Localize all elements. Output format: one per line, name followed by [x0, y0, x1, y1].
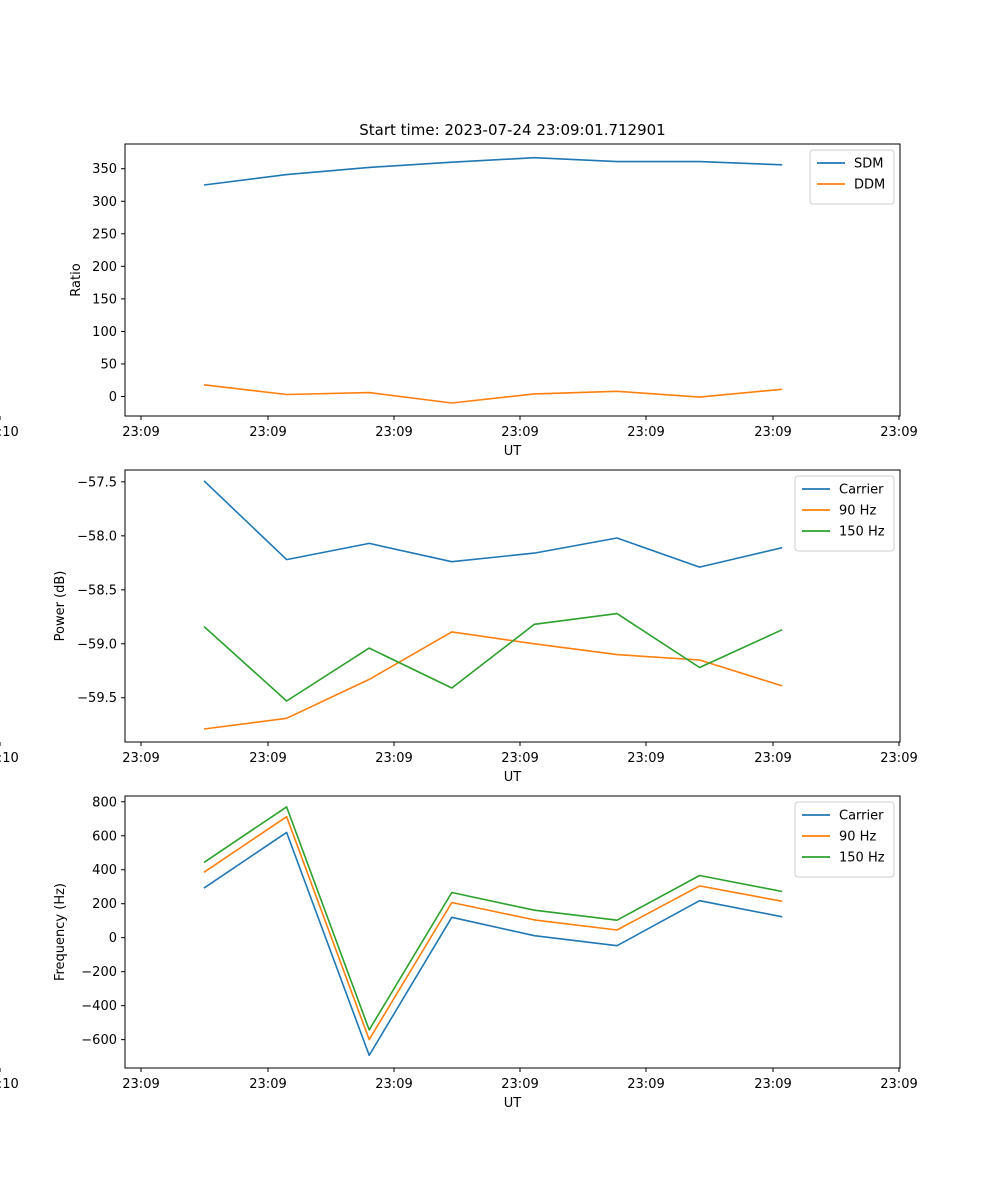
x-tick-label: 23:09: [754, 751, 791, 766]
x-tick-label: 23:09: [375, 1077, 412, 1092]
legend-label: Carrier: [839, 809, 884, 824]
x-tick-label: 23:09: [627, 425, 664, 440]
x-tick-label: 23:09: [122, 1077, 159, 1092]
x-tick-label: 23:09: [880, 751, 917, 766]
y-axis-label: Ratio: [69, 263, 84, 296]
axes-frame: [124, 143, 901, 417]
y-tick-label: −58.0: [77, 529, 117, 544]
x-tick-label: 23:10: [0, 751, 19, 766]
series-line-150-hz: [203, 806, 783, 1031]
y-tick-label: −59.0: [77, 637, 117, 652]
y-tick-label: −58.5: [77, 583, 117, 598]
y-tick-label: 0: [109, 390, 117, 405]
x-tick-label: 23:09: [501, 751, 538, 766]
y-axis-label: Frequency (Hz): [53, 883, 68, 981]
x-tick-label: 23:09: [627, 751, 664, 766]
legend-label: DDM: [854, 178, 885, 193]
x-axis-label: UT: [504, 1096, 522, 1111]
y-tick-label: 800: [92, 795, 117, 810]
y-axis-label: Power (dB): [53, 571, 68, 642]
y-tick-label: −57.5: [77, 475, 117, 490]
series-line-150-hz: [203, 612, 783, 702]
x-tick-label: 23:10: [0, 1077, 19, 1092]
x-tick-label: 23:09: [122, 751, 159, 766]
chart-panel-2: 23:09 23:09 23:09 23:09 23:09 23:09 23:09 23:10…: [0, 469, 918, 785]
legend-box: [794, 801, 895, 878]
series-line-carrier: [203, 480, 783, 568]
legend-label: 150 Hz: [839, 525, 885, 540]
legend-label: SDM: [854, 157, 883, 172]
axes-frame: [124, 795, 901, 1069]
x-tick-label: 23:09: [627, 1077, 664, 1092]
y-tick-label: −59.5: [77, 691, 117, 706]
legend-label: 90 Hz: [839, 830, 876, 845]
legend-box: [794, 475, 895, 552]
series-line-carrier: [203, 831, 783, 1057]
y-tick-label: 50: [100, 357, 117, 372]
y-tick-label: 350: [92, 162, 117, 177]
y-tick-label: 300: [92, 195, 117, 210]
y-tick-label: 100: [92, 325, 117, 340]
x-tick-label: 23:10: [0, 425, 19, 440]
y-tick-label: 400: [92, 863, 117, 878]
x-tick-label: 23:09: [249, 1077, 286, 1092]
x-axis-label: UT: [504, 770, 522, 785]
y-tick-label: 150: [92, 292, 117, 307]
x-tick-label: 23:09: [754, 1077, 791, 1092]
legend-label: Carrier: [839, 483, 884, 498]
x-tick-label: 23:09: [122, 425, 159, 440]
x-tick-label: 23:09: [249, 751, 286, 766]
x-tick-label: 23:09: [375, 425, 412, 440]
series-line-sdm: [203, 156, 783, 186]
y-tick-label: 200: [92, 260, 117, 275]
y-tick-label: −200: [81, 965, 117, 980]
legend-label: 90 Hz: [839, 504, 876, 519]
chart-panel-3: 23:09 23:09 23:09 23:09 23:09 23:09 23:09 23:10…: [0, 795, 918, 1111]
series-line-90-hz: [203, 815, 783, 1041]
legend-label: 150 Hz: [839, 851, 885, 866]
y-tick-label: 600: [92, 829, 117, 844]
legend: SDM DDM: [809, 149, 895, 205]
chart-panel-1: Start time: 2023-07-24 23:09:01.712901 23…: [0, 121, 918, 459]
x-tick-label: 23:09: [501, 425, 538, 440]
x-tick-label: 23:09: [754, 425, 791, 440]
legend: Carrier 90 Hz 150 Hz: [794, 801, 895, 878]
series-line-ddm: [203, 384, 783, 404]
x-axis-label: UT: [504, 444, 522, 459]
chart-title: Start time: 2023-07-24 23:09:01.712901: [359, 121, 665, 139]
y-tick-label: 200: [92, 897, 117, 912]
y-tick-label: −600: [81, 1033, 117, 1048]
x-tick-label: 23:09: [249, 425, 286, 440]
x-tick-label: 23:09: [501, 1077, 538, 1092]
x-tick-label: 23:09: [880, 1077, 917, 1092]
y-tick-label: 0: [109, 931, 117, 946]
y-tick-label: 250: [92, 227, 117, 242]
x-tick-label: 23:09: [880, 425, 917, 440]
axes-frame: [124, 469, 901, 743]
y-tick-label: −400: [81, 999, 117, 1014]
legend: Carrier 90 Hz 150 Hz: [794, 475, 895, 552]
x-tick-label: 23:09: [375, 751, 412, 766]
